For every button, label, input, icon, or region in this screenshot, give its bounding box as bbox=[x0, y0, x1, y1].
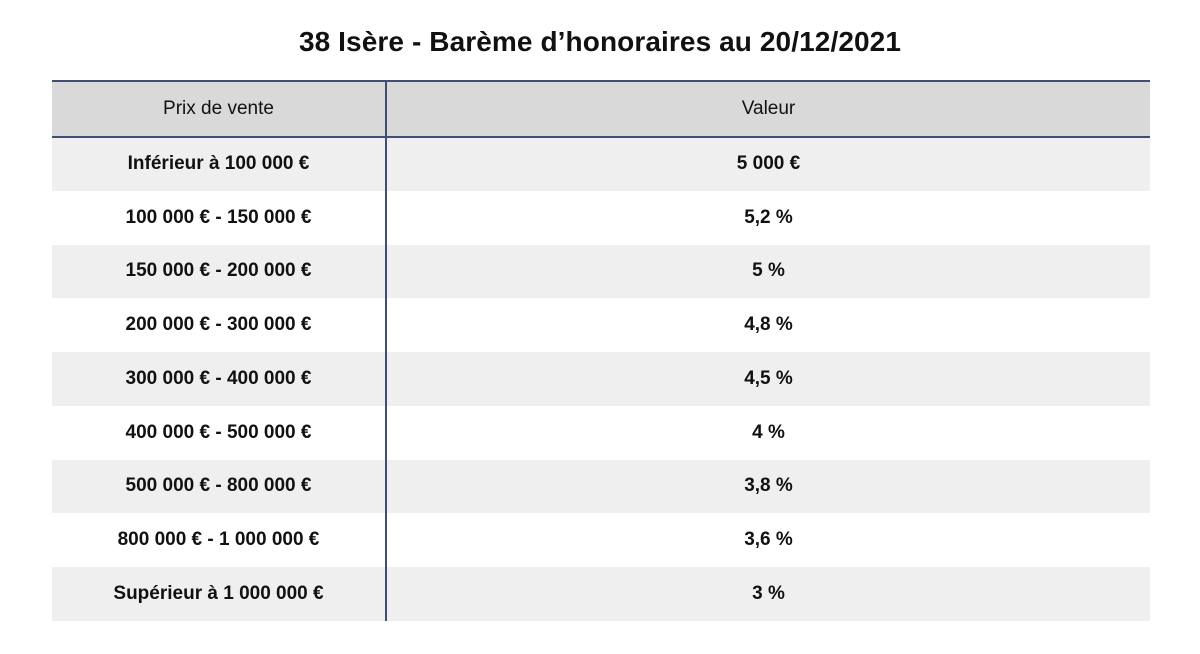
fee-value-cell: 3,6 % bbox=[386, 513, 1150, 567]
fee-value-cell: 5 000 € bbox=[386, 137, 1150, 191]
sale-price-cell: 500 000 € - 800 000 € bbox=[52, 459, 387, 514]
column-header-value: Valeur bbox=[386, 80, 1150, 138]
table-row: 200 000 € - 300 000 €4,8 % bbox=[52, 298, 1150, 352]
fee-value-cell: 5,2 % bbox=[386, 190, 1150, 245]
table-row: 500 000 € - 800 000 €3,8 % bbox=[52, 459, 1150, 514]
table-row: Supérieur à 1 000 000 €3 % bbox=[52, 567, 1150, 621]
sale-price-cell: 200 000 € - 300 000 € bbox=[52, 298, 387, 352]
sale-price-cell: 400 000 € - 500 000 € bbox=[52, 405, 387, 460]
fee-value-cell: 3,8 % bbox=[386, 459, 1150, 514]
table-row: Inférieur à 100 000 €5 000 € bbox=[52, 137, 1150, 191]
sale-price-cell: Inférieur à 100 000 € bbox=[52, 137, 387, 191]
table-row: 800 000 € - 1 000 000 €3,6 % bbox=[52, 513, 1150, 567]
table-row: 300 000 € - 400 000 €4,5 % bbox=[52, 352, 1150, 406]
fee-schedule-table: Prix de vente Valeur Inférieur à 100 000… bbox=[52, 80, 1150, 621]
fee-value-cell: 4 % bbox=[386, 405, 1150, 460]
fee-value-cell: 3 % bbox=[386, 567, 1150, 621]
fee-value-cell: 4,8 % bbox=[386, 298, 1150, 352]
sale-price-cell: Supérieur à 1 000 000 € bbox=[52, 567, 387, 621]
fee-value-cell: 4,5 % bbox=[386, 352, 1150, 406]
sale-price-cell: 150 000 € - 200 000 € bbox=[52, 244, 387, 299]
fee-value-cell: 5 % bbox=[386, 244, 1150, 299]
page-title: 38 Isère - Barème d’honoraires au 20/12/… bbox=[298, 26, 902, 57]
table-body: Inférieur à 100 000 €5 000 €100 000 € - … bbox=[52, 137, 1150, 621]
sale-price-cell: 100 000 € - 150 000 € bbox=[52, 190, 387, 245]
table-row: 400 000 € - 500 000 €4 % bbox=[52, 405, 1150, 460]
table-row: 100 000 € - 150 000 €5,2 % bbox=[52, 190, 1150, 245]
sale-price-cell: 800 000 € - 1 000 000 € bbox=[52, 513, 387, 567]
column-header-sale-price: Prix de vente bbox=[52, 80, 387, 138]
table-row: 150 000 € - 200 000 €5 % bbox=[52, 244, 1150, 299]
table-header-row: Prix de vente Valeur bbox=[52, 80, 1150, 138]
sale-price-cell: 300 000 € - 400 000 € bbox=[52, 352, 387, 406]
